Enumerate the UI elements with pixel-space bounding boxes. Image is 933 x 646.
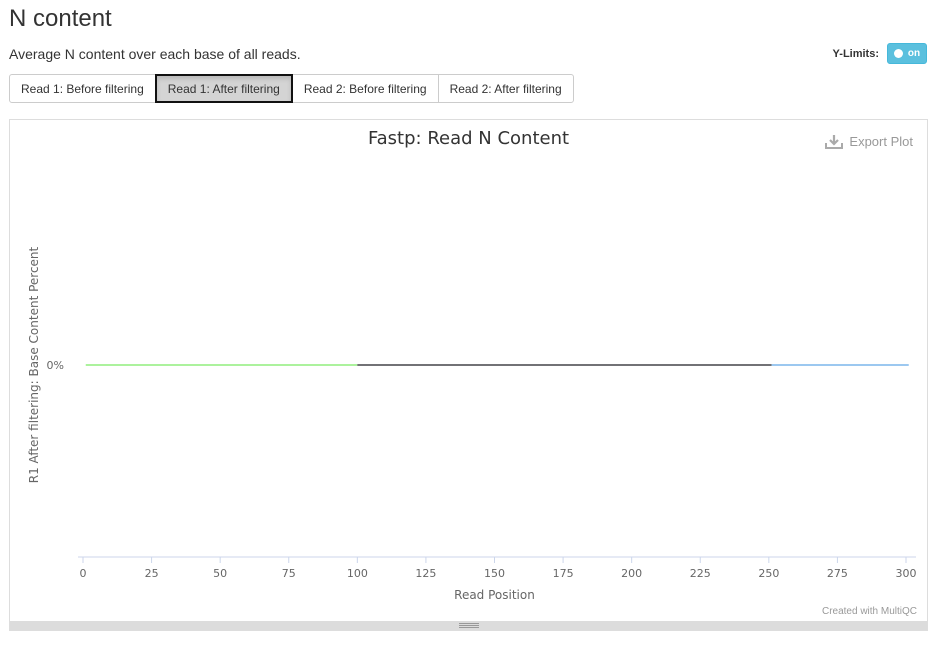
x-tick-label: 200 — [621, 567, 642, 580]
chart-svg: 0 25 50 75 100 125 150 175 200 225 250 275 300 0% Read… — [27, 246, 917, 602]
x-tick-label: 125 — [415, 567, 436, 580]
x-tick-label: 25 — [145, 567, 159, 580]
y-limits-control: Y-Limits: on — [833, 43, 927, 64]
plot-resize-handle[interactable] — [10, 621, 927, 630]
y-axis-title: R1 After filtering: Base Content Percent — [27, 246, 41, 483]
tab-read1-before[interactable]: Read 1: Before filtering — [9, 74, 156, 103]
y-tick-label: 0% — [47, 359, 64, 372]
x-tick-label: 250 — [758, 567, 779, 580]
x-tick-label: 75 — [282, 567, 296, 580]
page-title: N content — [9, 5, 112, 32]
plot-container: Fastp: Read N Content Export Plot 0 25 50 7… — [9, 119, 928, 631]
tab-read2-before[interactable]: Read 2: Before filtering — [291, 74, 439, 103]
x-tick-label: 225 — [690, 567, 711, 580]
toggle-knob-icon — [893, 49, 903, 58]
grip-icon — [458, 623, 479, 628]
page-subtitle: Average N content over each base of all … — [9, 46, 301, 62]
chart-title: Fastp: Read N Content — [367, 128, 570, 149]
toggle-state-label: on — [907, 48, 921, 59]
download-icon — [825, 135, 844, 149]
x-tick-label: 150 — [484, 567, 505, 580]
x-tick-label: 300 — [896, 567, 917, 580]
x-tick-label: 50 — [213, 567, 227, 580]
read-tabs: Read 1: Before filtering Read 1: After f… — [9, 74, 574, 103]
export-plot-button[interactable]: Export Plot — [825, 134, 913, 149]
tab-read1-after[interactable]: Read 1: After filtering — [154, 74, 293, 103]
x-axis-title: Read Position — [454, 588, 535, 602]
y-limits-toggle[interactable]: on — [887, 43, 927, 64]
x-tick-label: 0 — [80, 567, 87, 580]
x-tick-label: 100 — [347, 567, 368, 580]
y-limits-label: Y-Limits: — [832, 47, 879, 60]
export-plot-label: Export Plot — [849, 134, 913, 149]
x-tick-label: 175 — [553, 567, 574, 580]
tab-read2-after[interactable]: Read 2: After filtering — [437, 74, 574, 103]
credit-text: Created with MultiQC — [821, 606, 917, 617]
x-tick-label: 275 — [827, 567, 848, 580]
